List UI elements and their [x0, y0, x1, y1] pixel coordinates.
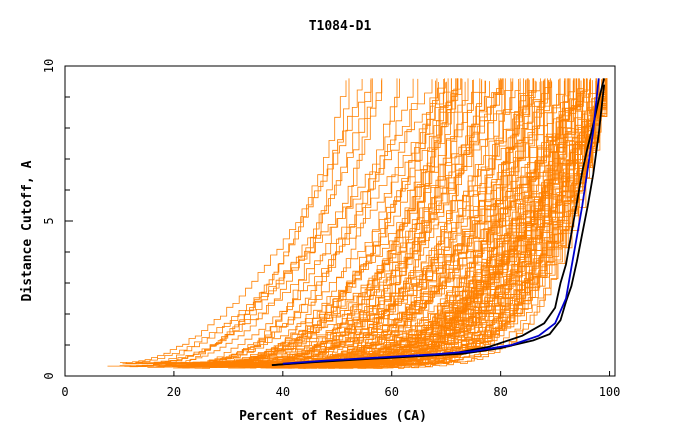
model-curve: [169, 78, 591, 366]
axis-ticks: 0 20 40 60 80 100 0 5 10: [42, 59, 620, 399]
x-tick-label: 80: [493, 385, 507, 399]
model-curve: [168, 78, 373, 365]
model-curve: [129, 78, 452, 368]
y-tick-label: 0: [42, 372, 56, 379]
background-series-group: [107, 78, 608, 369]
model-curve: [138, 82, 446, 367]
model-curve: [385, 78, 608, 366]
model-curve: [287, 81, 490, 363]
x-tick-label: 60: [385, 385, 399, 399]
y-tick-label: 5: [42, 217, 56, 224]
model-curve: [334, 78, 585, 366]
model-curve: [275, 80, 549, 363]
model-curve: [240, 80, 486, 365]
model-curve: [266, 78, 503, 368]
model-curve: [243, 78, 587, 365]
model-curve: [247, 78, 445, 364]
model-curve: [302, 78, 521, 368]
highlight-series-group: [271, 78, 605, 366]
chart-title: T1084-D1: [309, 19, 372, 34]
model-curve: [311, 79, 559, 367]
model-curve: [199, 82, 439, 366]
x-tick-label: 20: [167, 385, 181, 399]
y-tick-label: 10: [42, 59, 56, 73]
model-curve: [186, 78, 414, 366]
model-curve: [227, 78, 546, 364]
x-axis-label: Percent of Residues (CA): [239, 409, 427, 424]
y-axis-label: Distance Cutoff, A: [20, 160, 35, 301]
model-curve: [254, 81, 537, 367]
model-curve: [311, 80, 552, 363]
model-curve: [247, 78, 457, 367]
x-tick-label: 100: [599, 385, 621, 399]
blue-highlight-curve: [282, 78, 600, 365]
black-highlight-curve: [271, 84, 605, 366]
model-curve: [166, 79, 363, 366]
model-curve: [182, 78, 462, 369]
model-curve: [120, 78, 372, 363]
x-tick-label: 40: [276, 385, 290, 399]
x-tick-label: 0: [61, 385, 68, 399]
model-curve: [219, 78, 608, 367]
